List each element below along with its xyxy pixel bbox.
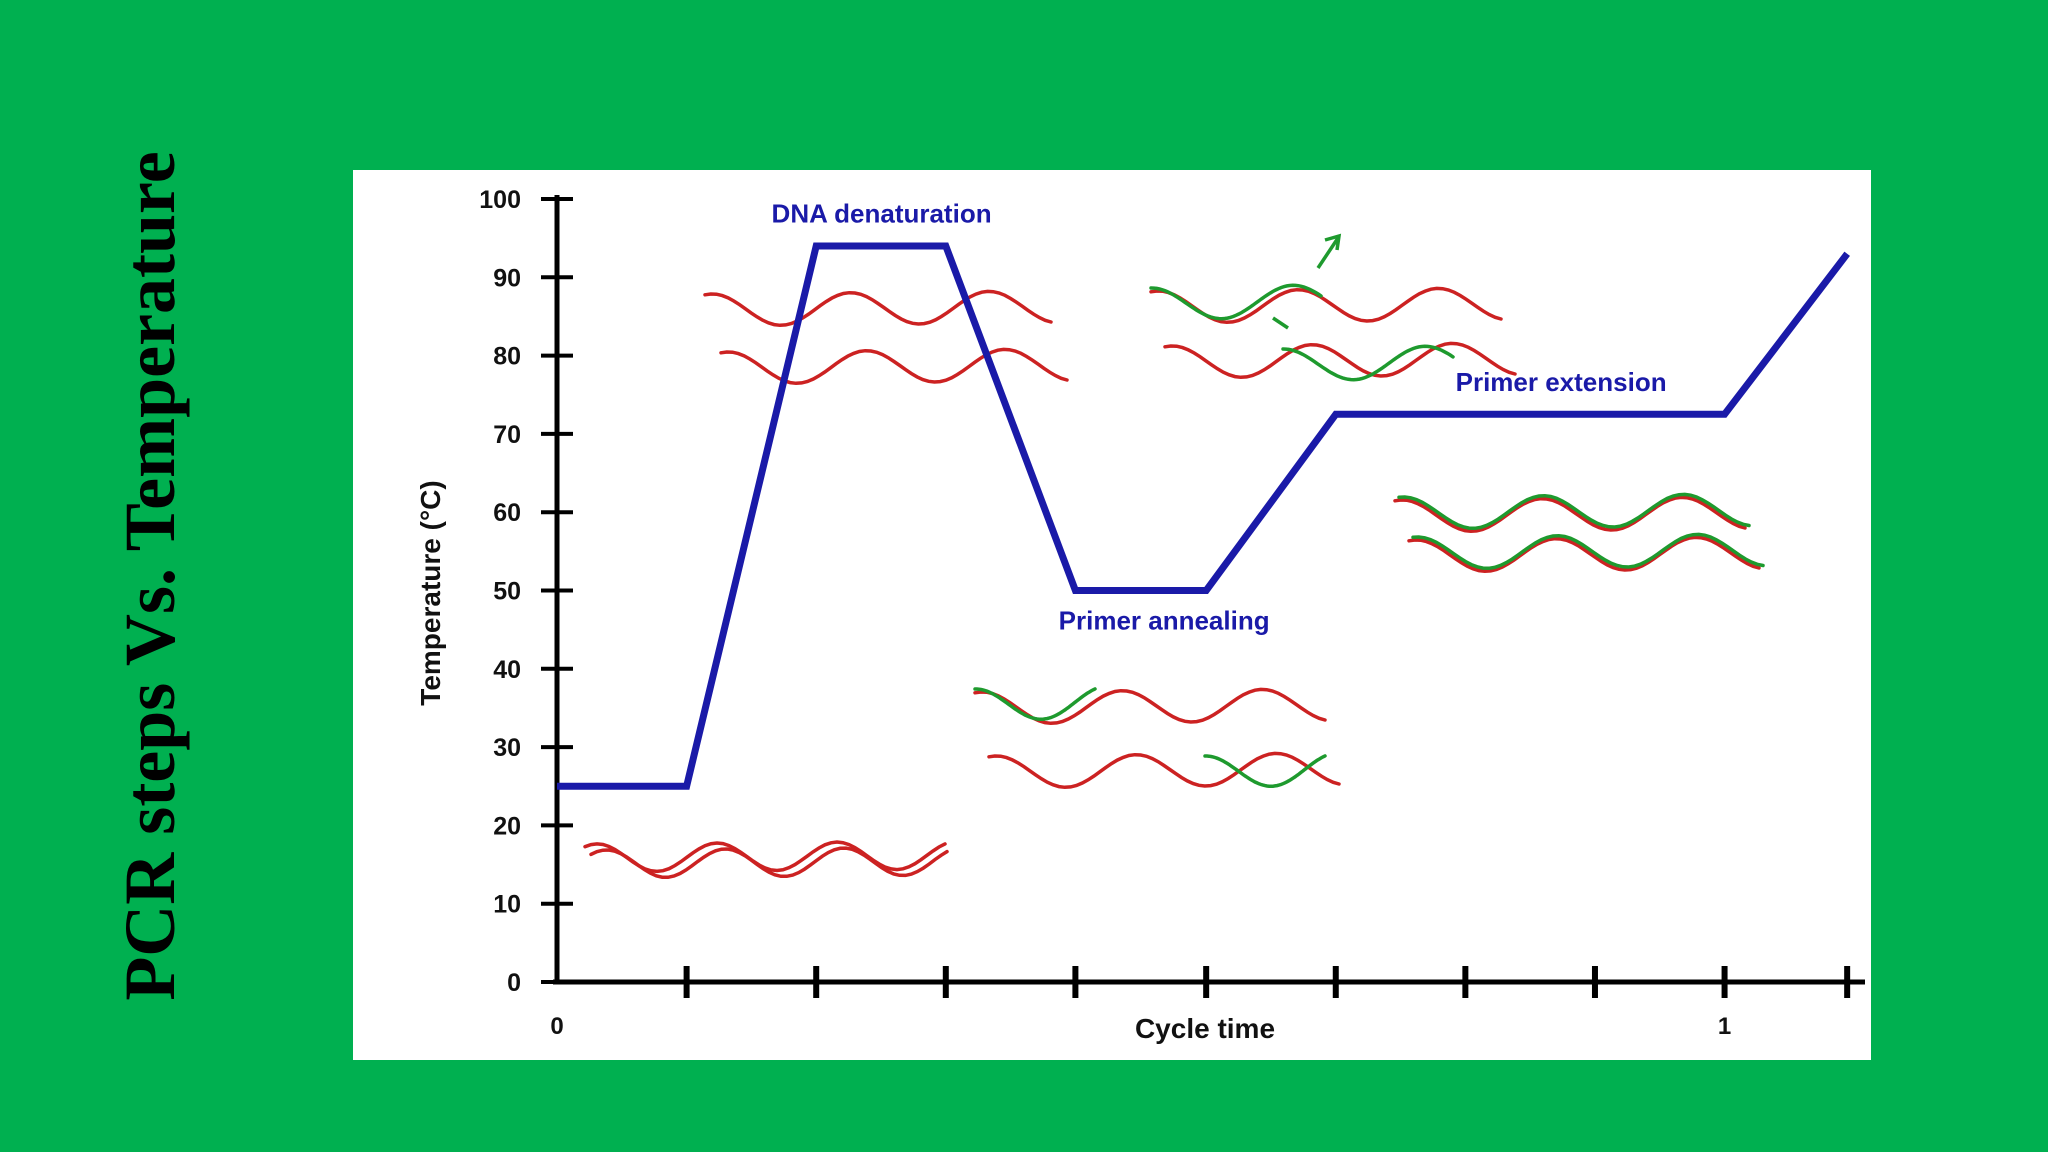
- y-tick-label: 90: [493, 264, 521, 292]
- stage-annotation: DNA denaturation: [772, 198, 992, 228]
- slide-title: PCR steps Vs. Temperature: [110, 151, 190, 1001]
- primer-strand-icon: [1411, 532, 1765, 571]
- y-tick-label: 10: [493, 891, 521, 919]
- y-tick-label: 70: [493, 421, 521, 449]
- series-line-0: [557, 242, 1850, 790]
- stage-annotation: Primer extension: [1456, 367, 1667, 397]
- dna-strand-icon: [1407, 535, 1761, 574]
- primer-strand-icon: [1203, 754, 1327, 788]
- dna-strand-icon: [987, 751, 1341, 790]
- primer-strand-icon: [1149, 283, 1323, 321]
- dna-strand-icon: [719, 347, 1069, 386]
- x-tick-label: 0: [550, 1013, 563, 1040]
- dna-strand-icon: [1163, 341, 1517, 380]
- x-tick-label: 1: [1718, 1013, 1731, 1040]
- arrow-icon: [1272, 316, 1289, 330]
- dna-strand-icon: [1393, 495, 1747, 534]
- arrowhead-icon: [1324, 233, 1342, 251]
- y-tick-label: 30: [493, 734, 521, 762]
- dna-strand-icon: [589, 846, 949, 880]
- y-tick-label: 50: [493, 578, 521, 606]
- y-tick-label: 100: [479, 186, 521, 214]
- chart-panel: 0 10 20 30 40 50 60 70 80 90 100 0 1 Cycle time Temper…: [353, 170, 1871, 1060]
- y-axis-label: Temperature (°C): [415, 480, 446, 705]
- pcr-temperature-chart: 0 10 20 30 40 50 60 70 80 90 100 0 1 Cycle time Temper…: [415, 186, 1865, 1044]
- arrow-icon: [1316, 237, 1340, 269]
- primer-strand-icon: [1397, 492, 1751, 531]
- y-tick-label: 60: [493, 499, 521, 527]
- axes: [541, 195, 1865, 998]
- primer-strand-icon: [1281, 344, 1455, 382]
- x-axis-label: Cycle time: [1135, 1013, 1275, 1044]
- y-tick-label: 0: [507, 969, 521, 997]
- temperature-curve: [556, 242, 1850, 790]
- dna-strand-icon: [973, 687, 1327, 726]
- y-tick-label: 20: [493, 812, 521, 840]
- stage-annotation: Primer annealing: [1059, 606, 1270, 636]
- dna-strand-icon: [703, 289, 1053, 328]
- y-tick-label: 40: [493, 656, 521, 684]
- dna-strand-icon: [1149, 286, 1503, 325]
- chart-labels: 0 10 20 30 40 50 60 70 80 90 100 0 1 Cycle time Temper…: [415, 186, 1731, 1044]
- y-tick-label: 80: [493, 343, 521, 371]
- primer-strand-icon: [973, 687, 1097, 721]
- dna-illustrations: [583, 233, 1765, 880]
